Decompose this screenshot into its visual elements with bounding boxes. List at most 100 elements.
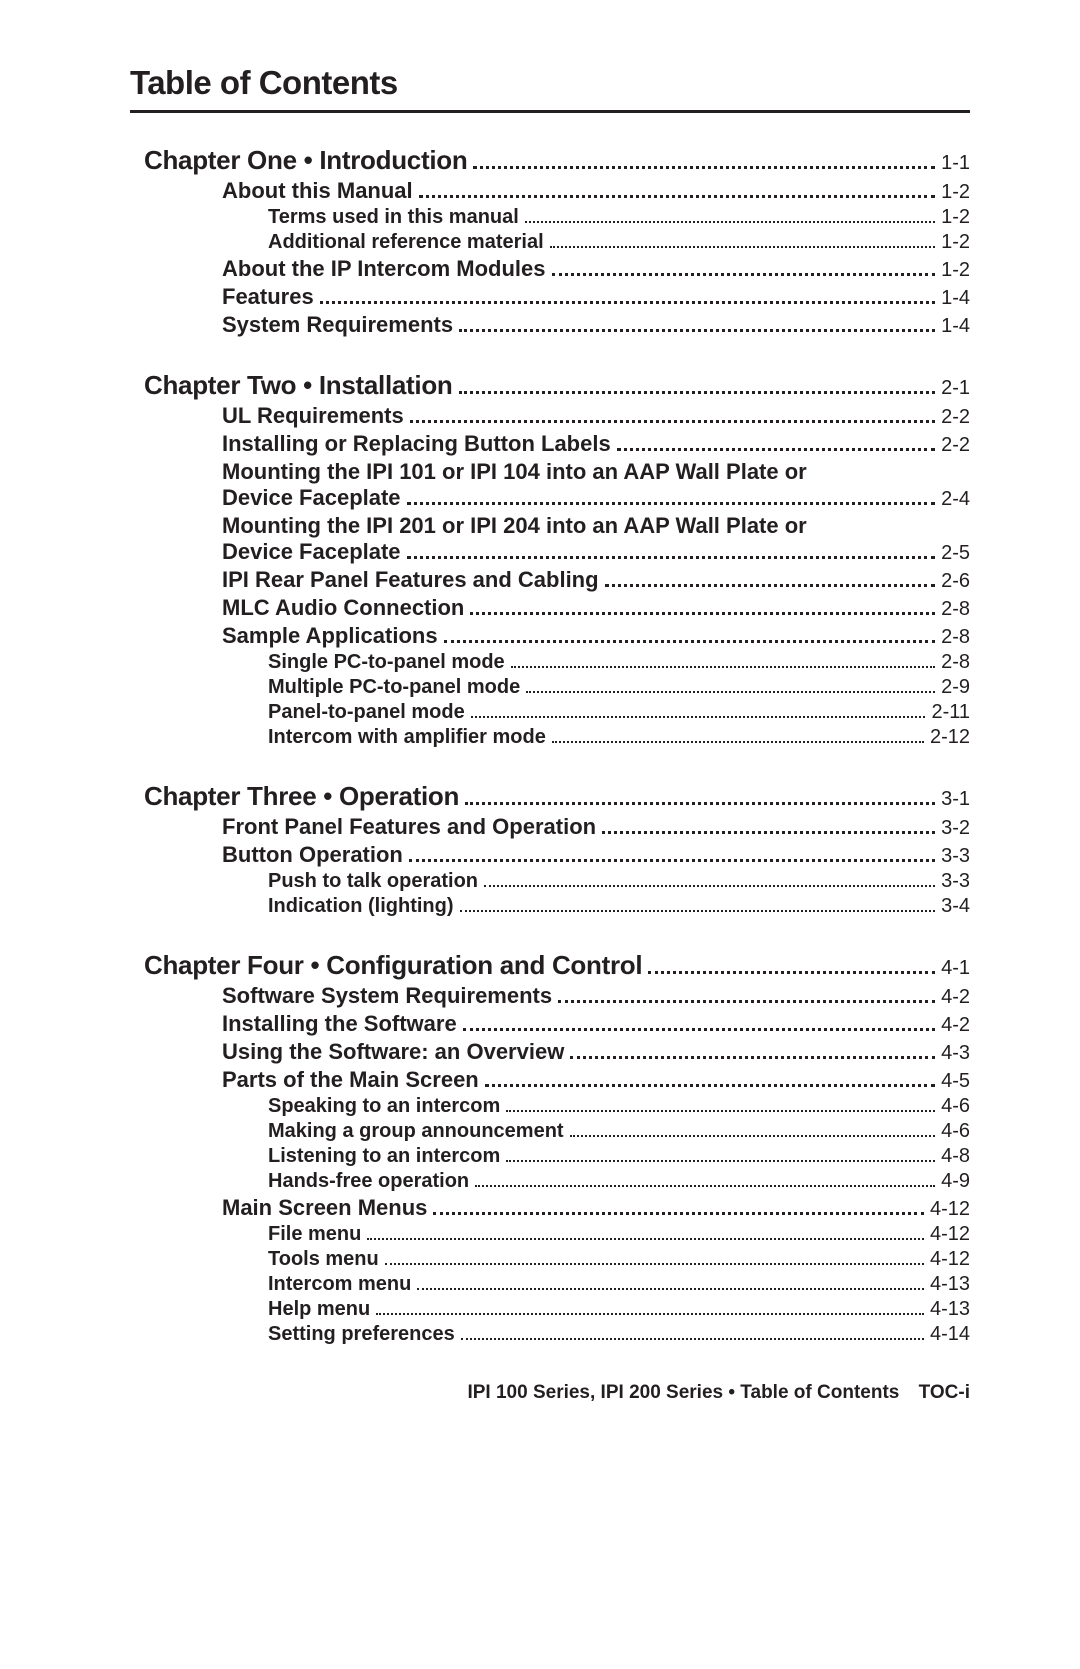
toc-label: Software System Requirements — [222, 983, 552, 1009]
toc-entry: Main Screen Menus 4-12 — [222, 1195, 970, 1221]
toc-label: System Requirements — [222, 312, 453, 338]
toc-entry: About the IP Intercom Modules1-2 — [222, 256, 970, 282]
toc-leader — [602, 831, 935, 834]
table-of-contents: Chapter One • Introduction 1-1 About this … — [130, 145, 970, 1346]
toc-page: 3-3 — [941, 870, 970, 893]
toc-page: 3-1 — [941, 788, 970, 811]
toc-label: Listening to an intercom — [268, 1145, 500, 1168]
toc-page: 2-1 — [941, 377, 970, 400]
toc-page: 2-6 — [941, 570, 970, 593]
toc-entry: Indication (lighting) 3-4 — [268, 895, 970, 918]
toc-leader — [511, 666, 935, 668]
toc-page: 1-2 — [941, 181, 970, 204]
toc-entry: Speaking to an intercom4-6 — [268, 1095, 970, 1118]
footer: IPI 100 Series, IPI 200 Series • Table o… — [130, 1382, 970, 1404]
toc-entry: Intercom with amplifier mode 2-12 — [268, 726, 970, 749]
toc-label: Installing the Software — [222, 1011, 457, 1037]
toc-entry: Terms used in this manual1-2 — [268, 206, 970, 229]
toc-entry: Mounting the IPI 101 or IPI 104 into an … — [222, 459, 970, 511]
toc-entry: Multiple PC-to-panel mode2-9 — [268, 676, 970, 699]
toc-leader — [526, 691, 935, 693]
toc-label: Using the Software: an Overview — [222, 1039, 564, 1065]
toc-label: Chapter One • Introduction — [144, 145, 467, 176]
toc-label: Mounting the IPI 101 or IPI 104 into an … — [222, 459, 970, 485]
footer-page: TOC-i — [919, 1382, 970, 1403]
toc-label: About the IP Intercom Modules — [222, 256, 546, 282]
toc-page: 1-4 — [941, 315, 970, 338]
toc-entry: UL Requirements2-2 — [222, 403, 970, 429]
toc-leader — [558, 1000, 935, 1003]
toc-page: 1-2 — [941, 231, 970, 254]
toc-page: 1-1 — [941, 152, 970, 175]
toc-leader — [320, 301, 935, 304]
toc-leader — [552, 273, 936, 276]
toc-entry: Installing the Software4-2 — [222, 1011, 970, 1037]
toc-entry: Additional reference material1-2 — [268, 231, 970, 254]
toc-entry: System Requirements 1-4 — [222, 312, 970, 338]
toc-label: Indication (lighting) — [268, 895, 454, 918]
toc-leader — [459, 329, 935, 332]
toc-entry: Listening to an intercom 4-8 — [268, 1145, 970, 1168]
toc-page: 4-12 — [930, 1198, 970, 1221]
toc-page: 2-8 — [941, 651, 970, 674]
toc-leader — [506, 1110, 935, 1112]
footer-text: IPI 100 Series, IPI 200 Series • Table o… — [467, 1382, 899, 1403]
toc-label: Chapter Three • Operation — [144, 781, 459, 812]
toc-leader — [410, 420, 935, 423]
toc-page: 2-11 — [931, 701, 970, 724]
toc-label: Speaking to an intercom — [268, 1095, 500, 1118]
toc-leader — [465, 802, 935, 805]
toc-leader — [552, 741, 924, 743]
toc-entry: Setting preferences 4-14 — [268, 1323, 970, 1346]
toc-page: 3-2 — [941, 817, 970, 840]
toc-label: Button Operation — [222, 842, 403, 868]
toc-leader — [470, 612, 935, 615]
toc-label: Chapter Four • Configuration and Control — [144, 950, 642, 981]
toc-page: 3-4 — [941, 895, 970, 918]
toc-entry: Mounting the IPI 201 or IPI 204 into an … — [222, 513, 970, 565]
toc-label: Main Screen Menus — [222, 1195, 427, 1221]
toc-leader — [485, 1084, 935, 1087]
toc-leader — [417, 1288, 924, 1290]
toc-entry: File menu4-12 — [268, 1223, 970, 1246]
toc-page: 3-3 — [941, 845, 970, 868]
toc-leader — [570, 1056, 935, 1059]
toc-leader — [460, 910, 936, 912]
toc-label: Intercom with amplifier mode — [268, 726, 546, 749]
toc-leader — [367, 1238, 924, 1240]
page-title: Table of Contents — [130, 64, 970, 113]
toc-page: 4-13 — [930, 1273, 970, 1296]
toc-leader — [376, 1313, 924, 1315]
toc-entry: IPI Rear Panel Features and Cabling2-6 — [222, 567, 970, 593]
toc-page: 4-12 — [930, 1248, 970, 1271]
toc-label: Setting preferences — [268, 1323, 455, 1346]
toc-page: 2-8 — [941, 598, 970, 621]
toc-label: Device Faceplate — [222, 539, 401, 565]
toc-entry: Intercom menu 4-13 — [268, 1273, 970, 1296]
toc-page: 1-4 — [941, 287, 970, 310]
toc-leader — [409, 859, 935, 862]
toc-page: 2-8 — [941, 626, 970, 649]
toc-leader — [433, 1212, 924, 1215]
toc-leader — [407, 502, 936, 505]
toc-label: Single PC-to-panel mode — [268, 651, 505, 674]
toc-leader — [385, 1263, 924, 1265]
toc-label: Installing or Replacing Button Labels — [222, 431, 611, 457]
toc-entry: Help menu4-13 — [268, 1298, 970, 1321]
toc-leader — [525, 221, 935, 223]
toc-label: About this Manual — [222, 178, 413, 204]
toc-label: UL Requirements — [222, 403, 404, 429]
toc-label: Intercom menu — [268, 1273, 411, 1296]
toc-page: 2-12 — [930, 726, 970, 749]
toc-entry: Sample Applications2-8 — [222, 623, 970, 649]
toc-page: 2-2 — [941, 434, 970, 457]
toc-page: 4-8 — [941, 1145, 970, 1168]
toc-page: 4-14 — [930, 1323, 970, 1346]
toc-page: 4-13 — [930, 1298, 970, 1321]
toc-page: 1-2 — [941, 206, 970, 229]
toc-entry: Chapter Four • Configuration and Control… — [144, 950, 970, 981]
toc-label: Mounting the IPI 201 or IPI 204 into an … — [222, 513, 970, 539]
toc-page: 4-12 — [930, 1223, 970, 1246]
toc-entry: Parts of the Main Screen4-5 — [222, 1067, 970, 1093]
toc-page: 4-6 — [941, 1120, 970, 1143]
